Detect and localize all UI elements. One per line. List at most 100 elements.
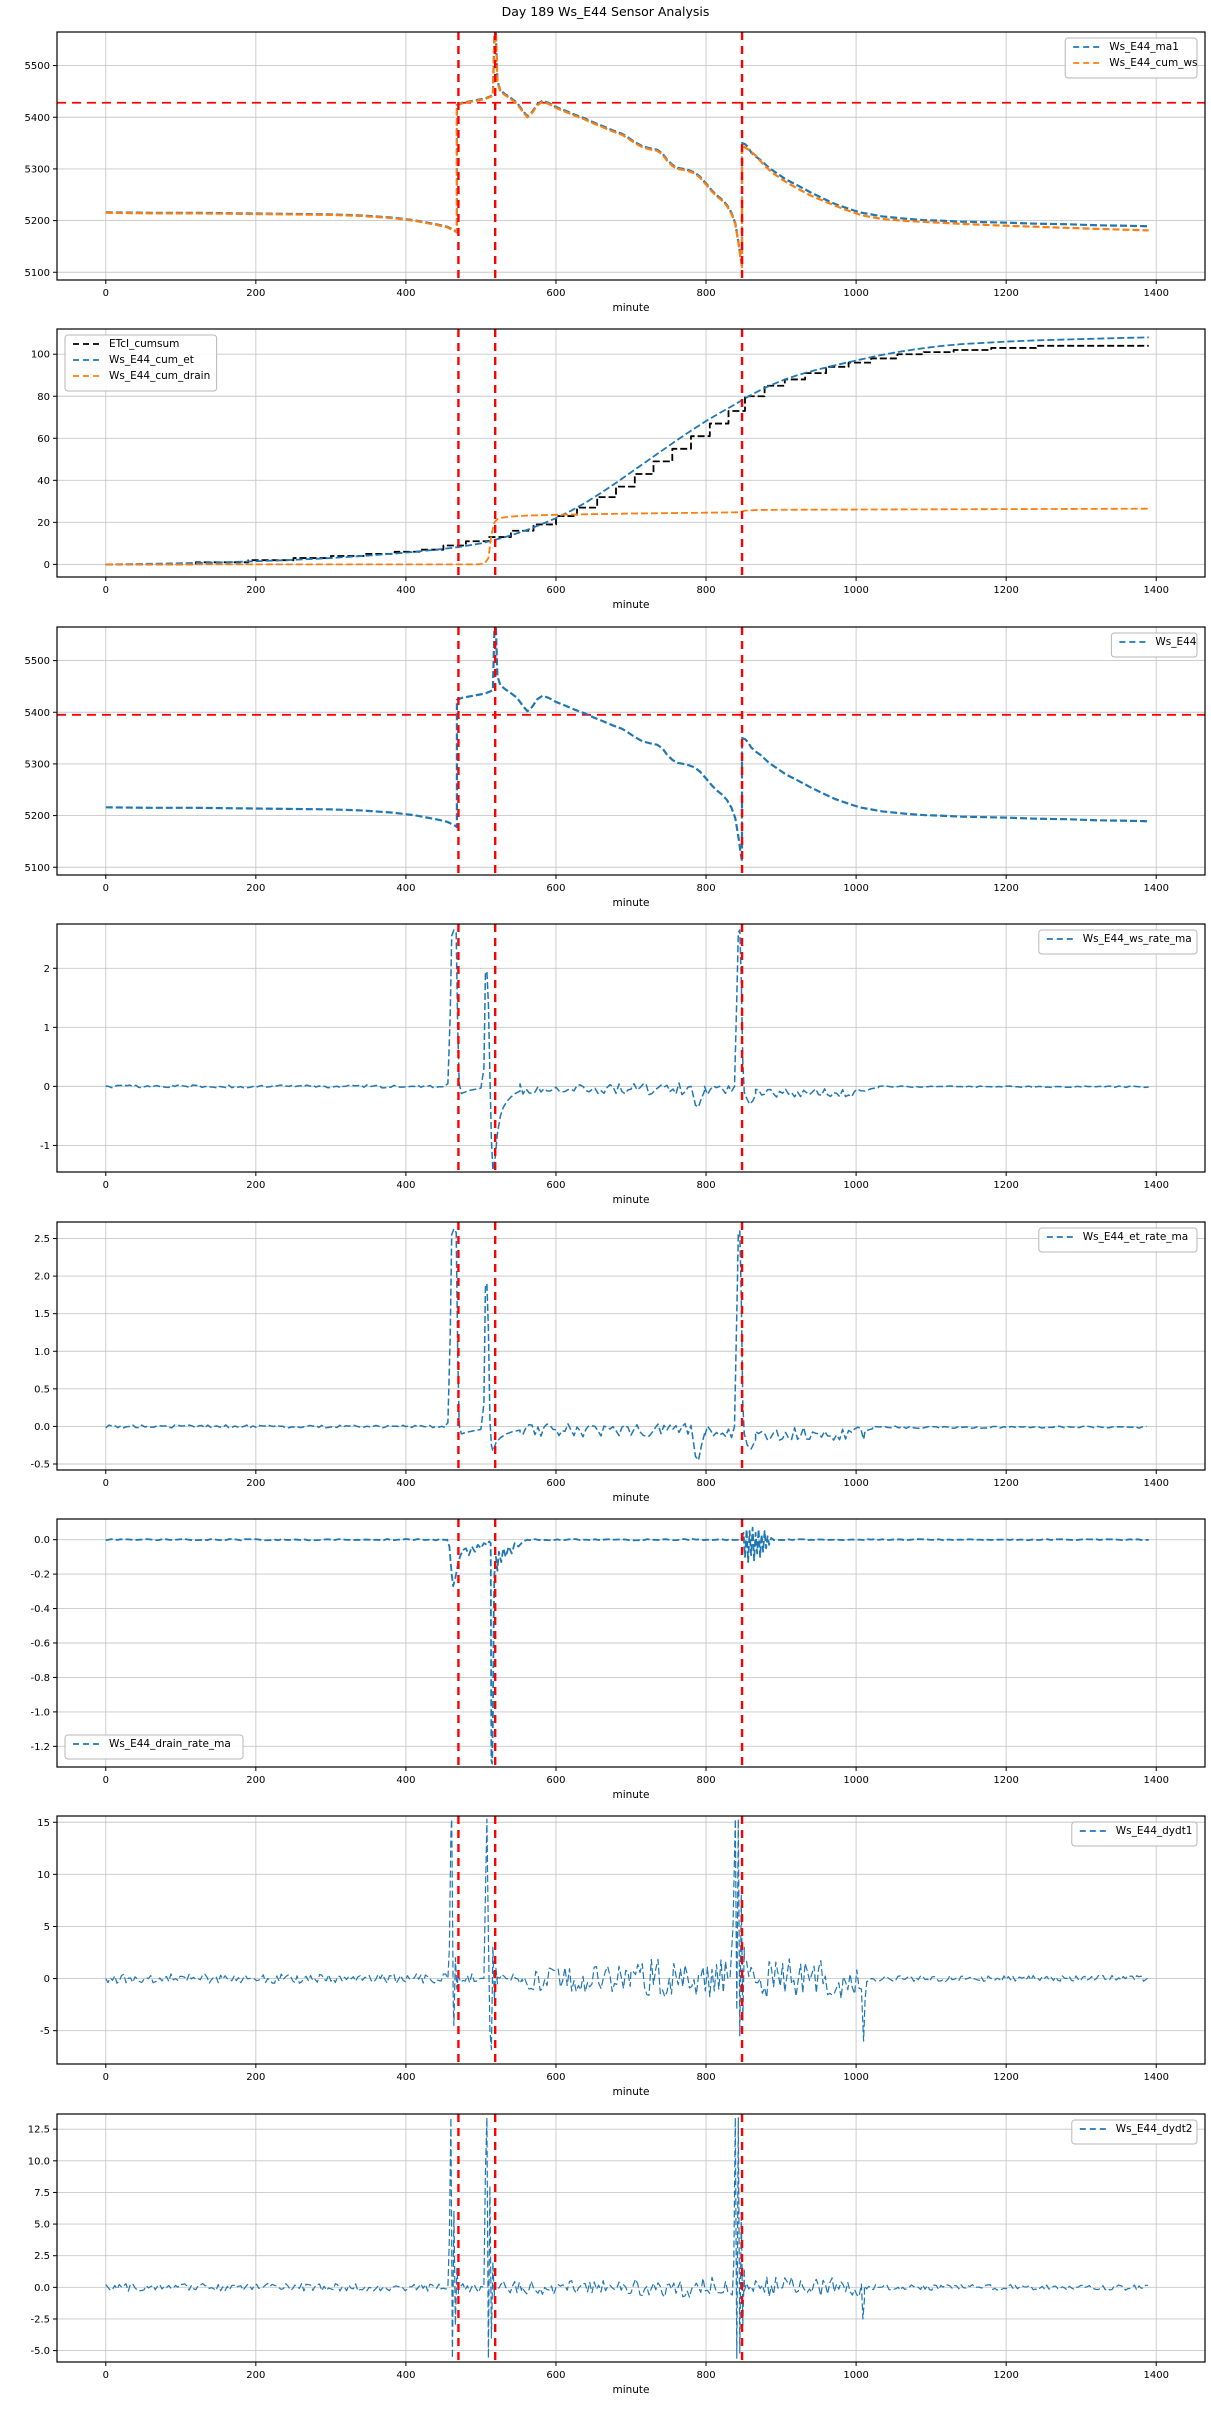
x-tick-label: 0 (103, 1775, 109, 1786)
y-axis: 0.0 -0.2 -0.4 -0.6 -0.8 -1.0 -1.2 (30, 1535, 57, 1753)
grid (57, 329, 1205, 577)
y-tick-label: -1.2 (30, 1742, 50, 1753)
x-axis-label: minute (612, 2384, 649, 2396)
y-tick-label: 5100 (25, 268, 50, 279)
y-tick-label: -1.0 (30, 1707, 50, 1718)
x-tick-label: 200 (246, 1180, 265, 1191)
series-Ws_E44_drain_rate_ma (105, 1526, 1149, 1765)
y-tick-label: 0.0 (34, 1422, 50, 1433)
legend: Ws_E44_ws_rate_ma (1038, 929, 1198, 955)
grid (57, 1816, 1205, 2064)
y-tick-label: 5.0 (34, 2220, 50, 2231)
x-tick-label: 600 (546, 585, 565, 596)
y-tick-label: 5300 (25, 759, 50, 770)
grid (57, 1519, 1205, 1767)
legend: Ws_E44_dydt2 (1071, 2119, 1198, 2145)
x-tick-label: 800 (696, 1775, 715, 1786)
y-tick-label: 5200 (25, 811, 50, 822)
y-tick-label: 2.5 (34, 2251, 50, 2262)
x-tick-label: 0 (103, 883, 109, 894)
axes-frame (56, 1221, 1206, 1471)
y-tick-label: -1 (40, 1141, 50, 1152)
subplot-1-canvas: 0 200 400 600 800 1000 1200 1400minute510052005… (25, 31, 1206, 314)
subplot-5: 0 200 400 600 800 1000 1200 1400 minute -0.5 0.0 0.… (0, 1210, 1211, 1507)
legend-label: ETcI_cumsum (109, 338, 179, 350)
grid (57, 1222, 1205, 1470)
y-tick-label: -0.8 (30, 1673, 50, 1684)
subplot-2: 0 200 400 600 800 1000 1200 1400 minute 0 20 40 60 80… (0, 317, 1211, 614)
legend-item-Ws_E44_cum_ws: Ws_E44_cum_ws (1073, 57, 1198, 69)
x-tick-label: 600 (546, 288, 565, 299)
x-tick-label: 0 (103, 1180, 109, 1191)
y-tick-label: 5500 (25, 656, 50, 667)
x-axis: 0 200 400 600 800 1000 1200 1400 minute (103, 2064, 1169, 2098)
axes-frame (56, 2113, 1206, 2363)
x-tick-label: 600 (546, 883, 565, 894)
x-tick-label: 1400 (1144, 288, 1169, 299)
legend: Ws_E44_ma1 Ws_E44_cum_ws (1064, 37, 1198, 79)
x-tick-label: 600 (546, 2072, 565, 2083)
x-tick-label: 200 (246, 288, 265, 299)
x-tick-label: 1200 (993, 2370, 1018, 2381)
x-tick-label: 1000 (843, 1478, 868, 1489)
axes-frame (56, 31, 1206, 281)
y-tick-label: 100 (31, 350, 50, 361)
y-tick-label: 5500 (25, 61, 50, 72)
y-axis: -0.5 0.0 0.5 1.0 1.5 2.0 2.5 (30, 1234, 57, 1470)
x-tick-label: 400 (396, 1180, 415, 1191)
x-tick-label: 200 (246, 883, 265, 894)
y-tick-label: 1 (44, 1023, 50, 1034)
y-tick-label: 1.0 (34, 1347, 50, 1358)
subplot-3: 0 200 400 600 800 1000 1200 1400 minute 5100 5200 5… (0, 615, 1211, 912)
x-tick-label: 200 (246, 2072, 265, 2083)
y-tick-label: 5 (44, 1922, 50, 1933)
x-tick-label: 1200 (993, 2072, 1018, 2083)
y-tick-label: -0.5 (30, 1459, 50, 1470)
series-Ws_E44 (105, 627, 1149, 863)
legend-label: Ws_E44_cum_ws (1109, 57, 1197, 69)
subplot-1: 0 200 400 600 800 1000 1200 1400 minute 5100 5200 5… (0, 20, 1211, 317)
x-axis-label: minute (612, 2086, 649, 2098)
series-Ws_E44_cum_drain (105, 507, 1149, 566)
y-tick-label: 7.5 (34, 2188, 50, 2199)
figure-title: Day 189 Ws_E44 Sensor Analysis (501, 4, 710, 19)
x-tick-label: 0 (103, 2370, 109, 2381)
y-tick-label: 0.0 (34, 2283, 50, 2294)
x-tick-label: 400 (396, 585, 415, 596)
y-axis: -1 0 1 2 (40, 964, 57, 1152)
legend-item-Ws_E44_cum_drain: Ws_E44_cum_drain (73, 370, 210, 382)
legend-label: Ws_E44_cum_drain (109, 370, 210, 382)
x-tick-label: 400 (396, 288, 415, 299)
x-tick-label: 1000 (843, 585, 868, 596)
subplot-8-canvas: 0 200 400 600 800 1000 1200 1400 minute -5.0 -2.5 0… (28, 2113, 1206, 2396)
y-tick-label: 20 (37, 518, 50, 529)
x-tick-label: 1400 (1144, 1478, 1169, 1489)
y-tick-label: 10 (37, 1870, 50, 1881)
series-Ws_E44_cum_ws (105, 33, 1149, 269)
legend-label: Ws_E44_ma1 (1109, 41, 1179, 53)
y-tick-label: 0 (44, 1082, 50, 1093)
x-tick-label: 1200 (993, 883, 1018, 894)
y-tick-label: 5400 (25, 708, 50, 719)
x-tick-label: 400 (396, 1478, 415, 1489)
x-tick-label: 1200 (993, 1775, 1018, 1786)
x-tick-label: 0 (103, 2072, 109, 2083)
series-Ws_E44_dydt2 (105, 2117, 1148, 2359)
legend-item-Ws_E44_et_rate_ma: Ws_E44_et_rate_ma (1046, 1231, 1188, 1243)
x-axis-label: minute (612, 1789, 649, 1801)
legend: Ws_E44_et_rate_ma (1038, 1227, 1198, 1253)
y-tick-label: 5100 (25, 863, 50, 874)
legend-item-ETcI_cumsum: ETcI_cumsum (73, 338, 179, 350)
y-tick-label: 60 (37, 434, 50, 445)
legend-label: Ws_E44_dydt2 (1116, 2123, 1193, 2135)
y-tick-label: 1.5 (34, 1309, 50, 1320)
x-tick-label: 1200 (993, 585, 1018, 596)
x-axis-label: minute (612, 897, 649, 909)
x-tick-label: 1000 (843, 288, 868, 299)
grid (57, 2114, 1205, 2362)
legend-item-Ws_E44_cum_et: Ws_E44_cum_et (73, 354, 194, 366)
series-Ws_E44_dydt1 (105, 1818, 1149, 2051)
legend-label: Ws_E44 (1155, 636, 1196, 648)
y-tick-label: -0.2 (30, 1570, 50, 1581)
